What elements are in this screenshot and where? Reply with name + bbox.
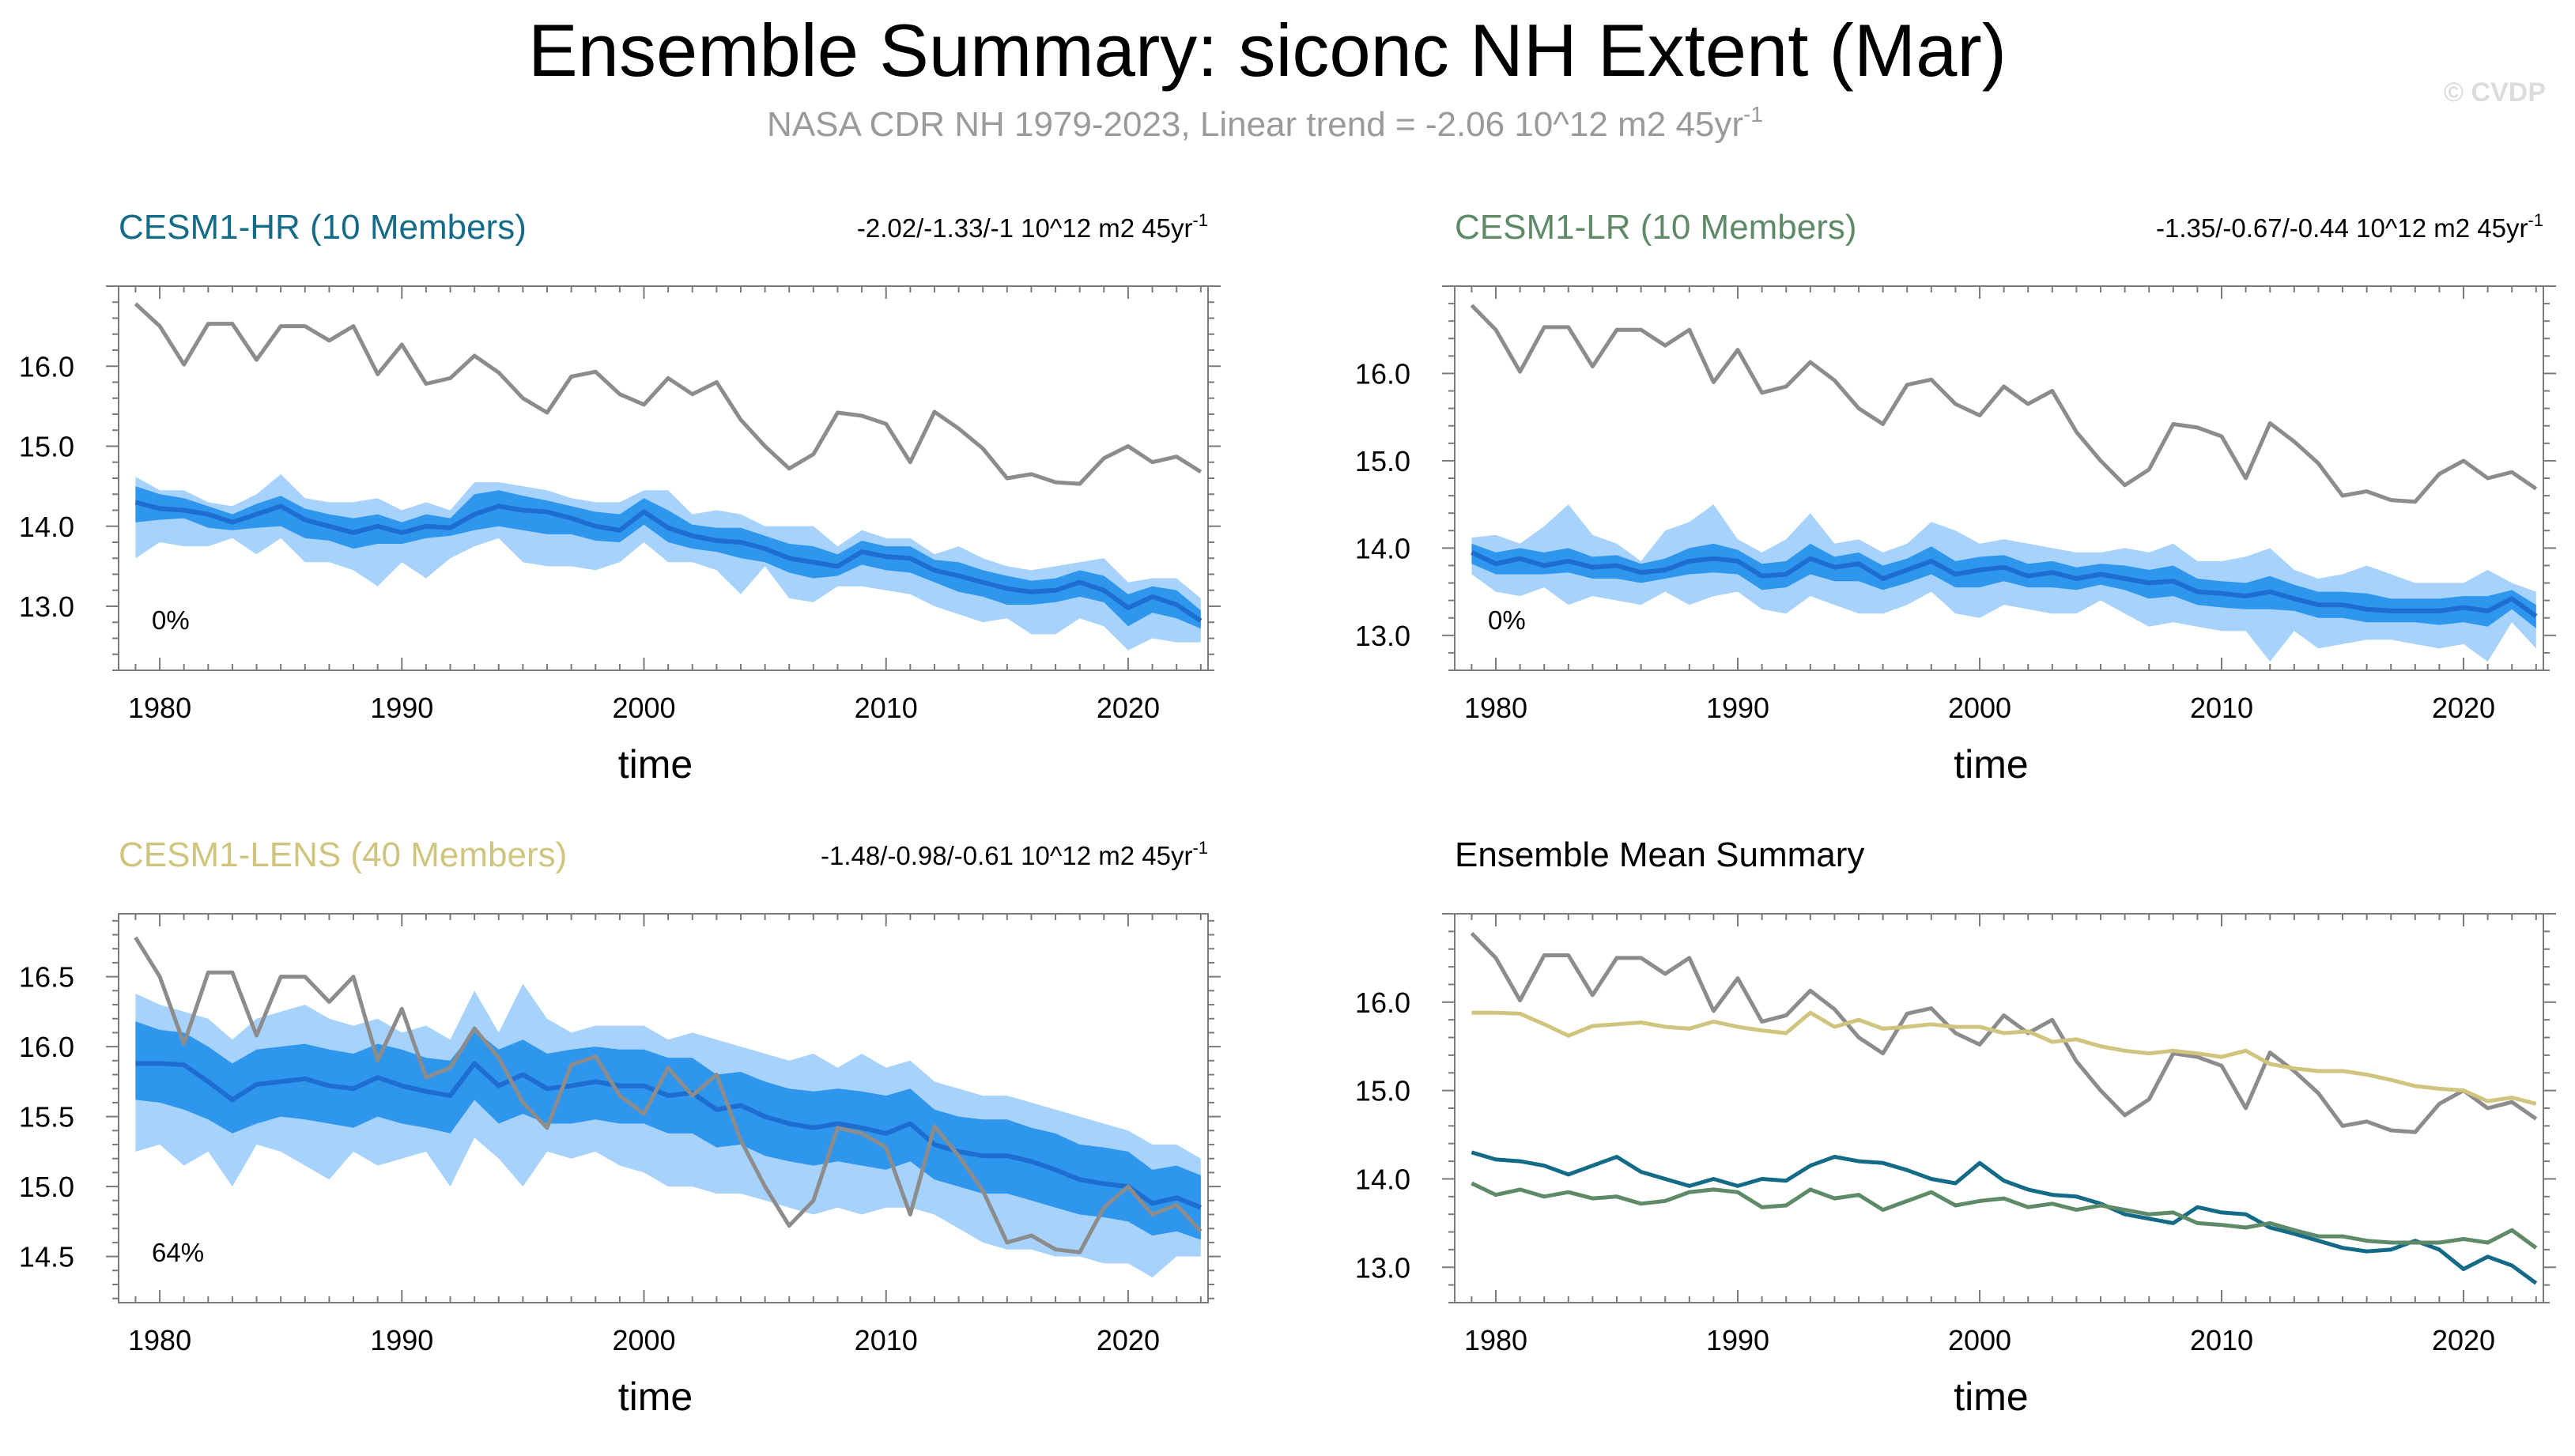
y-tick-label: 16.0 [19,350,74,383]
trend-text: -1.35/-0.67/-0.44 10^12 m2 45yr [2156,213,2528,243]
observed-line [134,936,1203,1254]
plot-frame [1454,913,2544,1303]
x-tick-label: 2000 [612,1324,675,1356]
x-tick-label: 2020 [2432,1324,2495,1356]
x-tick-label: 2010 [2190,692,2253,724]
panel-4: Ensemble Mean Summary 1980 1990 2000 2010 202… [1355,836,2556,1419]
x-tick-label: 1980 [1464,1324,1527,1356]
y-tick-label: 16.0 [1355,986,1410,1019]
panel-title: Ensemble Mean Summary [1455,836,1864,874]
x-axis-label: time [1954,742,2028,786]
series-line-cesm1-hr [1471,1150,2538,1285]
x-tick-label: 2000 [1948,692,2011,724]
y-tick-label: 16.0 [1355,357,1410,390]
x-tick-label: 2000 [612,692,675,724]
panel-title: CESM1-LR (10 Members) [1455,208,1857,247]
plot-frame [118,913,1209,1303]
plot-area [134,302,1203,651]
trend-label: -1.35/-0.67/-0.44 10^12 m2 45yr-1 [2156,210,2543,243]
x-tick-label: 1990 [1706,1324,1769,1356]
watermark: © CVDP [2444,77,2546,108]
x-tick-label: 2020 [1097,1324,1160,1356]
ensemble-mean-line [135,1061,1202,1210]
main-title: Ensemble Summary: siconc NH Extent (Mar) [528,9,2007,92]
x-axis: 1980 1990 2000 2010 2020 [128,286,1202,724]
trend-sup: -1 [1192,210,1208,230]
y-tick-label: 14.0 [1355,1163,1410,1195]
y-tick-label: 15.5 [19,1101,74,1133]
band-10-90 [1471,504,2536,662]
x-axis-label: time [1954,1375,2028,1419]
panel-2: CESM1-LR (10 Members) -1.35/-0.67/-0.44 1… [1355,208,2556,786]
x-tick-label: 1990 [1706,692,1769,724]
percentile-label: 64% [152,1238,204,1267]
y-tick-label: 15.0 [1355,1075,1410,1107]
y-tick-label: 15.0 [19,431,74,463]
plot-area [1470,304,2538,662]
y-tick-label: 14.0 [1355,532,1410,564]
subtitle: NASA CDR NH 1979-2023, Linear trend = -2… [767,102,1763,144]
x-axis: 1980 1990 2000 2010 2020 [1464,286,2537,724]
y-axis: 13.0 14.0 15.0 16.0 [19,285,1221,671]
x-axis-label: time [618,1375,693,1419]
x-tick-label: 2010 [2190,1324,2253,1356]
y-axis: 13.0 14.0 15.0 16.0 [1355,285,2556,671]
x-axis-label: time [618,742,693,786]
trend-text: -2.02/-1.33/-1 10^12 m2 45yr [857,213,1193,243]
x-tick-label: 1980 [128,692,191,724]
y-tick-label: 15.0 [19,1171,74,1203]
series-line-cesm1-lr [1471,1181,2538,1250]
panel-1: CESM1-HR (10 Members) -2.02/-1.33/-1 10^1… [19,208,1221,786]
x-tick-label: 2020 [2432,692,2495,724]
trend-sup: -1 [1192,838,1208,858]
y-tick-label: 14.5 [19,1241,74,1273]
trend-label: -2.02/-1.33/-1 10^12 m2 45yr-1 [857,210,1208,243]
observed-line [134,302,1203,486]
trend-text: -1.48/-0.98/-0.61 10^12 m2 45yr [821,841,1192,870]
y-tick-label: 13.0 [1355,620,1410,652]
ensemble-mean-line [1471,550,2538,618]
subtitle-sup: -1 [1743,102,1763,126]
y-tick-label: 16.5 [19,961,74,994]
x-tick-label: 2010 [855,1324,918,1356]
x-tick-label: 2010 [855,692,918,724]
subtitle-text: NASA CDR NH 1979-2023, Linear trend = -2… [767,105,1743,144]
band-25-75 [1471,543,2536,628]
series-line-observed [1470,931,2538,1134]
plot-area [1470,931,2538,1285]
series-line-cesm1-lens [1471,1010,2537,1106]
x-tick-label: 1980 [128,1324,191,1356]
trend-label: -1.48/-0.98/-0.61 10^12 m2 45yr-1 [821,838,1208,870]
percentile-label: 0% [152,605,190,635]
x-tick-label: 2020 [1097,692,1160,724]
panel-title: CESM1-HR (10 Members) [119,208,527,247]
x-axis: 1980 1990 2000 2010 2020 [1464,914,2537,1356]
y-tick-label: 13.0 [19,590,74,623]
band-25-75 [135,1021,1201,1240]
x-axis: 1980 1990 2000 2010 2020 [128,914,1202,1356]
observed-line [1470,304,2538,504]
panel-3: CESM1-LENS (40 Members) -1.48/-0.98/-0.61… [19,836,1221,1419]
panels: CESM1-HR (10 Members) -2.02/-1.33/-1 10^1… [19,208,2556,1419]
y-axis: 14.5 15.0 15.5 16.0 16.5 [19,919,1221,1299]
y-tick-label: 13.0 [1355,1251,1410,1284]
x-tick-label: 1990 [370,692,433,724]
x-tick-label: 1980 [1464,692,1527,724]
band-10-90 [135,473,1201,651]
x-tick-label: 2000 [1948,1324,2011,1356]
percentile-label: 0% [1488,605,1526,635]
plot-area [134,936,1203,1278]
ensemble-mean-line [134,500,1203,623]
y-tick-label: 14.0 [19,511,74,543]
band-25-75 [135,486,1201,629]
y-axis: 13.0 14.0 15.0 16.0 [1355,913,2556,1303]
x-tick-label: 1990 [370,1324,433,1356]
trend-sup: -1 [2528,210,2543,230]
panel-title: CESM1-LENS (40 Members) [119,836,567,874]
y-tick-label: 16.0 [19,1031,74,1063]
y-tick-label: 15.0 [1355,445,1410,477]
